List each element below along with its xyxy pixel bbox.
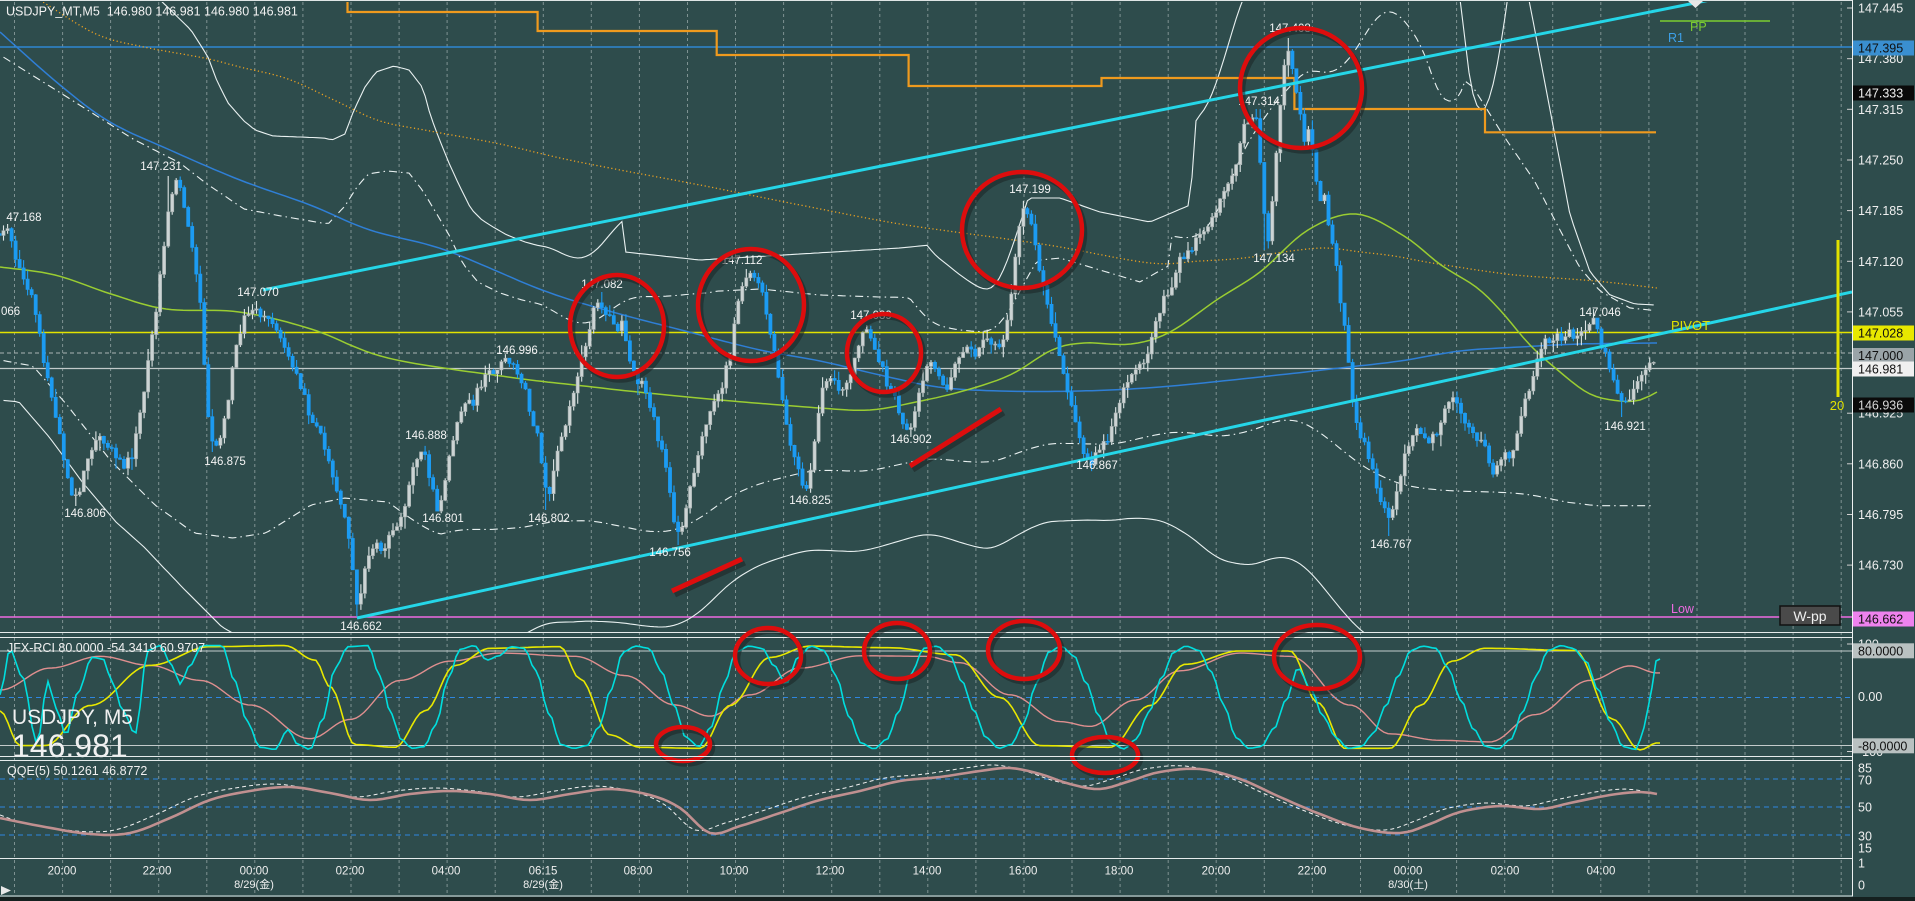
svg-text:146.662: 146.662 [1858, 613, 1903, 627]
svg-text:14:00: 14:00 [913, 866, 942, 878]
svg-text:147.380: 147.380 [1858, 52, 1903, 66]
svg-text:PIVOT: PIVOT [1671, 318, 1710, 333]
svg-text:146.921: 146.921 [1604, 421, 1646, 433]
svg-text:147.185: 147.185 [1858, 204, 1903, 218]
svg-text:146.867: 146.867 [1076, 460, 1118, 472]
svg-text:146.662: 146.662 [340, 621, 382, 633]
svg-text:8/29(金): 8/29(金) [523, 877, 563, 891]
svg-text:146.795: 146.795 [1858, 508, 1903, 522]
svg-text:147.000: 147.000 [1858, 349, 1903, 363]
svg-text:146.902: 146.902 [890, 434, 932, 446]
svg-text:Low: Low [1671, 602, 1695, 616]
svg-text:146.825: 146.825 [789, 495, 831, 507]
svg-text:146.860: 146.860 [1858, 457, 1903, 471]
svg-text:08:00: 08:00 [624, 866, 653, 878]
svg-text:70: 70 [1858, 774, 1872, 788]
svg-text:50: 50 [1858, 801, 1872, 815]
svg-text:146.767: 146.767 [1370, 539, 1412, 551]
svg-text:12:00: 12:00 [816, 866, 845, 878]
svg-text:PP: PP [1690, 20, 1707, 34]
svg-text:-80.0000: -80.0000 [1858, 739, 1907, 753]
svg-text:147.395: 147.395 [1858, 42, 1903, 56]
svg-text:147.055: 147.055 [1858, 305, 1903, 319]
svg-text:22:00: 22:00 [143, 866, 172, 878]
svg-text:80.0000: 80.0000 [1858, 644, 1903, 658]
svg-text:147.231: 147.231 [140, 161, 182, 173]
svg-text:02:00: 02:00 [1491, 866, 1520, 878]
svg-text:146.756: 146.756 [649, 547, 691, 559]
svg-text:146.801: 146.801 [422, 513, 464, 525]
svg-text:147.333: 147.333 [1858, 87, 1903, 101]
svg-text:22:00: 22:00 [1298, 866, 1327, 878]
svg-text:147.120: 147.120 [1858, 255, 1903, 269]
svg-text:18:00: 18:00 [1105, 866, 1134, 878]
svg-text:W-pp: W-pp [1793, 608, 1826, 624]
svg-text:146.888: 146.888 [405, 430, 447, 442]
svg-text:30: 30 [1858, 830, 1872, 844]
svg-text:02:00: 02:00 [336, 866, 365, 878]
svg-text:147.315: 147.315 [1858, 103, 1903, 117]
svg-text:16:00: 16:00 [1009, 866, 1038, 878]
svg-text:06:15: 06:15 [529, 866, 558, 878]
svg-text:066: 066 [1, 306, 20, 318]
svg-text:04:00: 04:00 [1587, 866, 1616, 878]
svg-text:147.314: 147.314 [1238, 96, 1280, 108]
svg-text:20:00: 20:00 [1202, 866, 1231, 878]
svg-text:147.445: 147.445 [1858, 2, 1903, 16]
svg-text:147.134: 147.134 [1253, 253, 1295, 265]
svg-text:47.168: 47.168 [6, 212, 41, 224]
svg-text:10:00: 10:00 [720, 866, 749, 878]
svg-text:1: 1 [1858, 857, 1865, 871]
svg-text:15: 15 [1858, 842, 1872, 856]
svg-text:146.981: 146.981 [12, 728, 128, 764]
svg-text:20: 20 [1830, 398, 1844, 413]
svg-text:20:00: 20:00 [48, 866, 77, 878]
svg-text:147.046: 147.046 [1579, 307, 1621, 319]
svg-text:04:00: 04:00 [432, 866, 461, 878]
svg-text:85: 85 [1858, 762, 1872, 776]
svg-text:R1: R1 [1668, 31, 1684, 45]
svg-text:0.00: 0.00 [1858, 690, 1882, 704]
svg-text:USDJPY_MT,M5 146.980 146.981: USDJPY_MT,M5 146.980 146.981 146.980 146… [6, 5, 298, 19]
svg-text:QQE(5) 50.1261 46.8772: QQE(5) 50.1261 46.8772 [7, 764, 147, 778]
svg-text:147.250: 147.250 [1858, 154, 1903, 168]
svg-text:147.028: 147.028 [1858, 327, 1903, 341]
svg-text:146.996: 146.996 [496, 345, 538, 357]
svg-text:146.806: 146.806 [64, 508, 106, 520]
svg-text:147.070: 147.070 [237, 287, 279, 299]
svg-text:00:00: 00:00 [240, 866, 269, 878]
svg-text:0: 0 [1858, 879, 1865, 893]
svg-text:146.802: 146.802 [528, 513, 570, 525]
svg-text:146.981: 146.981 [1858, 363, 1903, 377]
svg-text:JFX-RCI 80.0000 -54.3419 60.97: JFX-RCI 80.0000 -54.3419 60.9707 [7, 641, 205, 655]
svg-text:146.875: 146.875 [204, 456, 246, 468]
svg-text:8/30(土): 8/30(土) [1388, 878, 1428, 891]
svg-text:00:00: 00:00 [1394, 866, 1423, 878]
svg-text:8/29(金): 8/29(金) [234, 877, 274, 891]
svg-text:147.199: 147.199 [1009, 184, 1051, 196]
svg-text:146.730: 146.730 [1858, 559, 1903, 573]
svg-text:USDJPY, M5: USDJPY, M5 [12, 706, 133, 729]
svg-text:146.936: 146.936 [1858, 399, 1903, 413]
